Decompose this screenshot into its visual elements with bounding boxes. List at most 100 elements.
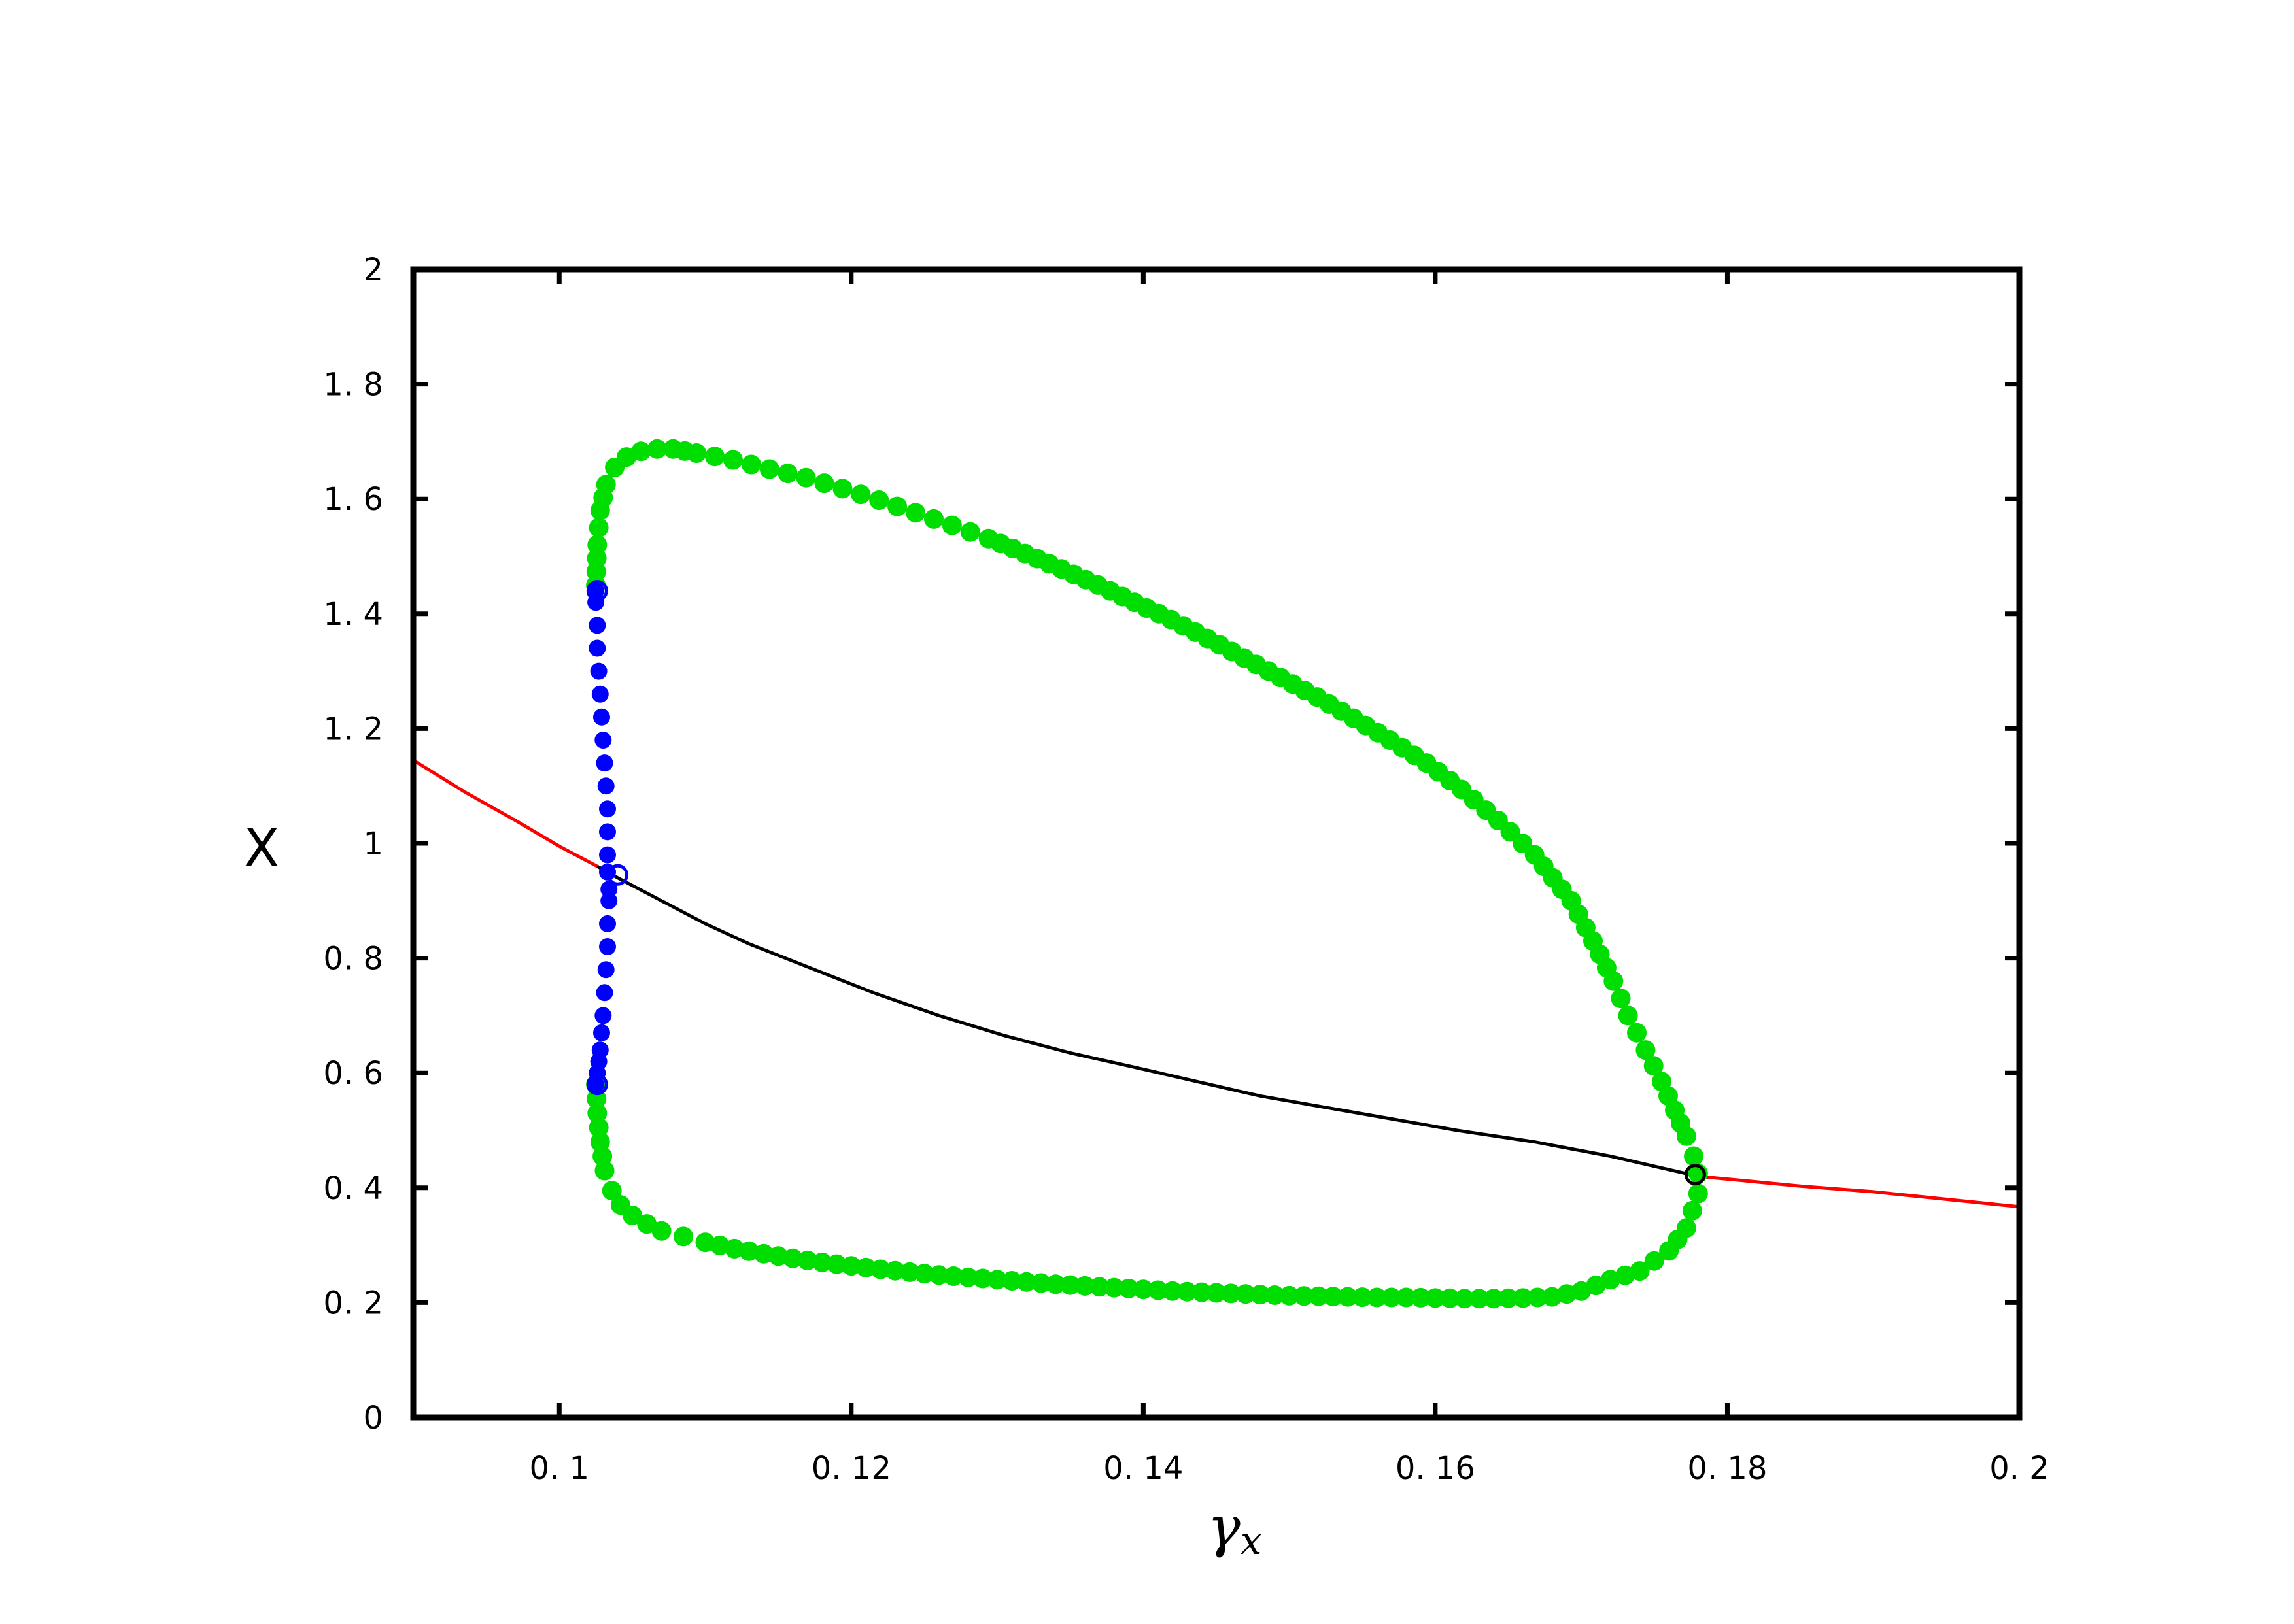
series-line-2: [596, 864, 1699, 1178]
y-axis-label: X: [244, 818, 280, 879]
data-point: [1635, 1040, 1656, 1060]
x-tick-label: 0. 18: [1687, 1450, 1767, 1487]
data-point: [1603, 971, 1624, 991]
y-tick-label: 1. 6: [323, 481, 383, 518]
data-point: [960, 522, 980, 542]
data-point: [870, 1259, 891, 1279]
data-point: [1235, 1284, 1256, 1304]
y-tick-label: 0. 6: [323, 1055, 383, 1092]
y-tick-label: 1. 2: [323, 711, 383, 747]
x-tick-label: 0. 1: [529, 1450, 589, 1487]
data-point: [592, 1146, 613, 1166]
data-point: [869, 490, 889, 510]
hollow-marker-0: [586, 580, 608, 602]
data-point: [1207, 1283, 1226, 1303]
data-point: [589, 639, 606, 657]
data-point: [856, 1257, 876, 1277]
data-point: [1643, 1056, 1664, 1076]
data-point: [906, 503, 926, 523]
series-line-1: [1698, 1174, 2019, 1209]
data-point: [1644, 1251, 1664, 1271]
data-point: [900, 1262, 920, 1282]
data-point: [1440, 1288, 1460, 1308]
data-point: [597, 961, 615, 979]
data-point: [1396, 1287, 1416, 1308]
y-tick-label: 1. 8: [323, 367, 383, 403]
data-point: [1294, 1286, 1314, 1306]
data-point: [759, 459, 779, 479]
data-point: [914, 1264, 934, 1284]
data-point: [1513, 1288, 1533, 1308]
data-point: [1221, 1283, 1241, 1304]
data-point: [753, 1243, 774, 1264]
data-point: [987, 1270, 1008, 1290]
data-point: [1571, 1281, 1592, 1301]
data-point: [596, 984, 613, 1002]
data-point: [591, 685, 609, 703]
data-point: [593, 708, 610, 726]
data-point: [590, 1132, 610, 1152]
data-point: [596, 475, 616, 495]
y-tick-label: 0. 4: [323, 1170, 383, 1207]
data-point: [1323, 1287, 1343, 1307]
data-point: [1425, 1288, 1445, 1308]
data-point: [929, 1265, 949, 1285]
data-point: [647, 439, 667, 459]
data-point: [887, 496, 908, 516]
data-point: [942, 515, 962, 535]
data-point: [1659, 1241, 1679, 1261]
hollow-marker-2: [586, 1074, 608, 1096]
series-line-0: [413, 758, 598, 868]
data-point: [796, 467, 816, 488]
data-point: [593, 1024, 610, 1041]
data-point: [674, 1226, 694, 1247]
data-point: [1148, 1280, 1168, 1300]
data-point: [797, 1250, 817, 1270]
data-point: [739, 1241, 759, 1261]
data-point: [651, 1221, 672, 1241]
data-point: [590, 662, 608, 680]
data-point: [1133, 1279, 1154, 1300]
data-point: [725, 1238, 745, 1259]
x-tick-label: 0. 2: [1989, 1450, 2049, 1487]
data-point: [1060, 1275, 1080, 1295]
tick-layer: 0. 1 0. 12 0. 14 0. 16 0. 18 0. 2 0 0. 2 0. 4 0. …: [323, 252, 2049, 1487]
data-point: [687, 443, 707, 463]
data-point: [1016, 1272, 1036, 1292]
y-tick-label: 0. 2: [323, 1285, 383, 1321]
data-point: [1352, 1287, 1373, 1308]
data-point: [1367, 1287, 1387, 1308]
data-point: [1454, 1289, 1475, 1309]
data-point: [1513, 834, 1533, 853]
data-point: [599, 938, 616, 955]
data-point: [1075, 1276, 1095, 1296]
data-point: [972, 1268, 993, 1289]
data-point: [1676, 1126, 1696, 1146]
data-point: [705, 447, 725, 467]
y-tick-label: 2: [363, 252, 383, 288]
hollow-marker-1: [607, 864, 629, 886]
data-point: [587, 535, 608, 555]
data-point: [1177, 1281, 1197, 1302]
data-point: [594, 732, 612, 749]
data-point: [611, 1195, 630, 1215]
data-point: [812, 1252, 832, 1272]
x-tick-label: 0. 12: [812, 1450, 891, 1487]
data-point: [599, 915, 616, 932]
data-point: [1381, 1287, 1401, 1308]
data-point: [1002, 1271, 1022, 1291]
data-point: [851, 484, 871, 505]
data-point: [695, 1232, 715, 1253]
data-point: [599, 846, 616, 864]
y-tick-label: 0. 8: [323, 941, 383, 977]
y-tick-label: 0: [363, 1400, 383, 1436]
data-point: [594, 1160, 615, 1181]
data-point: [1265, 1285, 1285, 1305]
data-point: [587, 1075, 605, 1093]
data-point: [832, 479, 853, 499]
data-point: [587, 1103, 608, 1123]
data-point: [723, 450, 743, 470]
data-point: [1627, 1023, 1647, 1043]
data-point: [841, 1256, 861, 1276]
